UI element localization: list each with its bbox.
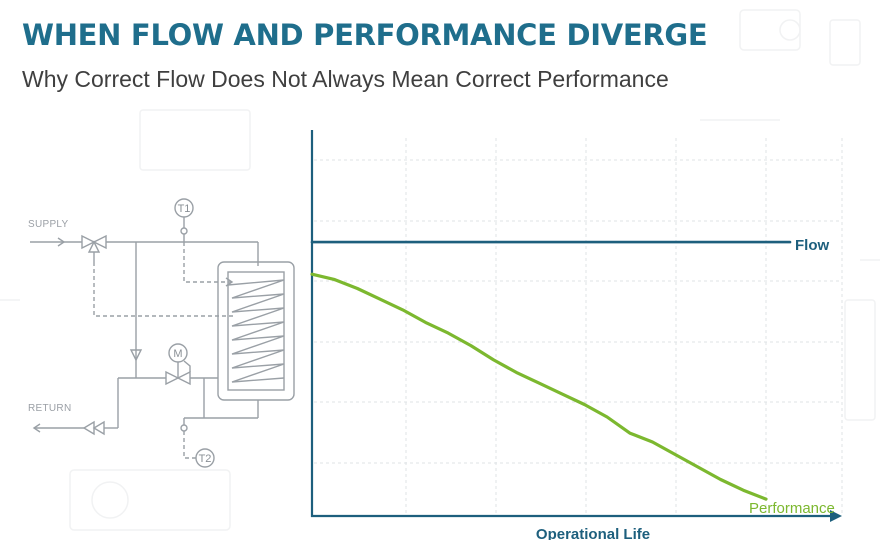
motor-valve-left <box>165 370 180 386</box>
series-label-flow: Flow <box>795 237 829 254</box>
return-arrow-head <box>32 423 41 433</box>
series-layer: Flow Performance <box>310 237 835 517</box>
coil-box <box>227 271 285 391</box>
sensor-t1-label: T1 <box>178 203 191 215</box>
return-check-2 <box>82 420 95 436</box>
x-axis-title: Operational Life <box>536 526 650 540</box>
series-label-performance: Performance <box>749 500 835 517</box>
motor-circle <box>168 343 188 363</box>
coil-housing <box>217 261 295 401</box>
sensor-t2-circle <box>195 448 215 468</box>
motor-label: M <box>173 348 182 360</box>
valve-left <box>81 234 96 250</box>
chart-grid <box>314 138 843 515</box>
check-valve <box>129 349 143 362</box>
sensor-t2-label: T2 <box>199 453 212 465</box>
return-check-1 <box>92 420 105 436</box>
page-title: WHEN FLOW AND PERFORMANCE DIVERGE <box>22 18 708 52</box>
series-line-performance <box>310 272 768 501</box>
page-subtitle: Why Correct Flow Does Not Always Mean Co… <box>22 66 669 92</box>
supply-label: SUPPLY <box>28 219 69 230</box>
x-axis-arrow <box>830 510 842 522</box>
coil-zigzag <box>227 279 285 383</box>
return-label: RETURN <box>28 403 71 414</box>
